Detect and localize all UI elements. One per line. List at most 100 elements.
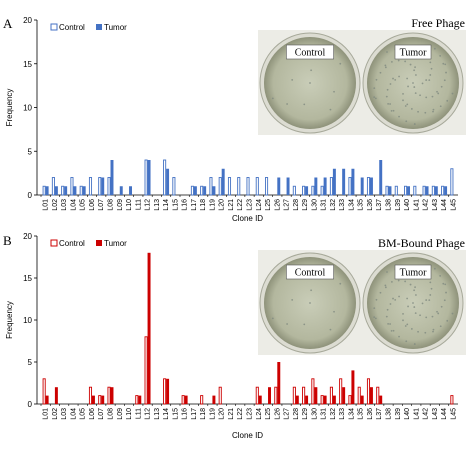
bar-control-l32	[329, 177, 333, 196]
plaque	[386, 308, 389, 311]
y-tick-label: 10	[23, 316, 32, 325]
bar-control-l24	[255, 177, 259, 196]
bar-tumor-l04	[73, 186, 77, 195]
bar-tumor-l14	[166, 378, 170, 404]
plaque	[386, 271, 388, 273]
bar-control-l03	[61, 185, 65, 196]
x-tick-label: L45	[450, 199, 457, 211]
bar-tumor-l32	[332, 168, 336, 195]
plaque	[445, 291, 447, 294]
dish-label-box	[286, 44, 334, 60]
x-tick-label: L14	[163, 408, 170, 420]
plaque	[446, 99, 449, 102]
x-tick-label: L28	[293, 199, 300, 211]
plaque	[384, 66, 387, 69]
x-tick-label: L18	[200, 408, 207, 420]
bar-control-l06	[88, 386, 93, 405]
x-tick-label: L09	[117, 199, 124, 211]
plaque	[414, 66, 416, 69]
plaque	[394, 298, 397, 301]
bar-control-l14	[163, 159, 167, 196]
plaque	[373, 87, 376, 90]
bar-tumor-l29	[305, 186, 309, 195]
bar-control-l30	[311, 185, 315, 196]
bar-tumor-l29	[305, 395, 309, 404]
bar-tumor-l44	[444, 186, 448, 195]
legend-label-control: Control	[59, 23, 85, 32]
legend-swatch-control	[50, 239, 58, 247]
bar-tumor-l34	[351, 370, 355, 404]
bar-tumor-l01	[45, 186, 49, 195]
bar-control-l07	[98, 395, 102, 405]
x-tick-label: L42	[423, 408, 430, 420]
plaque	[373, 96, 376, 99]
y-tick-label: 0	[28, 400, 33, 409]
plaque	[451, 92, 454, 95]
plaque	[291, 78, 294, 81]
plaque	[385, 95, 388, 98]
x-tick-label: L17	[191, 408, 198, 420]
x-axis-label: Clone ID	[232, 214, 263, 223]
bar-tumor-l36	[369, 387, 373, 404]
plaque	[386, 51, 388, 53]
bar-tumor-l19	[212, 395, 216, 404]
x-tick-label: L24	[256, 199, 263, 211]
bar-tumor-l42	[425, 186, 429, 195]
bar-control-l15	[172, 177, 176, 196]
plaque	[271, 97, 274, 100]
x-tick-label: L22	[237, 199, 244, 211]
petri-dish-inset: Control Tumor	[258, 30, 466, 135]
plaque	[437, 92, 440, 95]
x-tick-label: L27	[284, 408, 291, 420]
plaque	[436, 90, 438, 93]
y-tick-label: 15	[23, 274, 32, 283]
dish-label-box	[286, 264, 334, 280]
bar-tumor-l33	[342, 387, 346, 404]
bar-tumor-l16	[184, 395, 188, 404]
bar-tumor-l26	[277, 177, 281, 195]
legend-label-tumor: Tumor	[104, 239, 127, 248]
x-tick-label: L27	[284, 199, 291, 211]
x-tick-label: L45	[450, 408, 457, 420]
y-tick-label: 10	[23, 104, 32, 113]
plaque	[437, 312, 440, 315]
bar-tumor-l19	[212, 186, 216, 195]
bar-tumor-l28	[295, 395, 299, 404]
dish-label-control: Control	[295, 48, 326, 59]
plaque	[404, 105, 407, 107]
legend: Control Tumor	[50, 23, 127, 32]
plaque	[387, 322, 390, 325]
y-axis-label: Frequency	[5, 301, 14, 339]
x-tick-label: L06	[89, 199, 96, 211]
plaque	[444, 63, 447, 66]
legend-label-tumor: Tumor	[104, 23, 127, 32]
bar-control-l21	[227, 177, 232, 196]
bar-tumor-l02	[54, 387, 58, 404]
plaque	[429, 281, 432, 284]
plaque	[406, 77, 409, 80]
x-tick-label: L10	[126, 408, 133, 420]
plaque	[392, 329, 395, 332]
plaque	[432, 328, 435, 331]
x-tick-label: L29	[302, 199, 309, 211]
x-tick-label: L41	[413, 408, 420, 420]
dish-label-box	[394, 44, 432, 60]
x-tick-label: L39	[395, 408, 402, 420]
x-tick-label: L03	[61, 408, 68, 420]
x-tick-label: L08	[108, 408, 115, 420]
plaque	[415, 74, 417, 76]
x-tick-label: L05	[80, 408, 87, 420]
plaque	[414, 92, 417, 94]
plaque	[333, 90, 335, 93]
plaque	[389, 323, 392, 325]
y-tick-label: 0	[28, 191, 33, 200]
plaque	[373, 307, 376, 310]
plaque	[384, 286, 387, 289]
x-tick-label: L24	[256, 408, 263, 420]
bar-control-l04	[70, 177, 74, 196]
panel-letter: B	[3, 233, 12, 248]
plaque	[409, 63, 412, 66]
plaque	[445, 71, 447, 74]
plaque	[421, 302, 424, 305]
x-tick-label: L20	[219, 199, 226, 211]
